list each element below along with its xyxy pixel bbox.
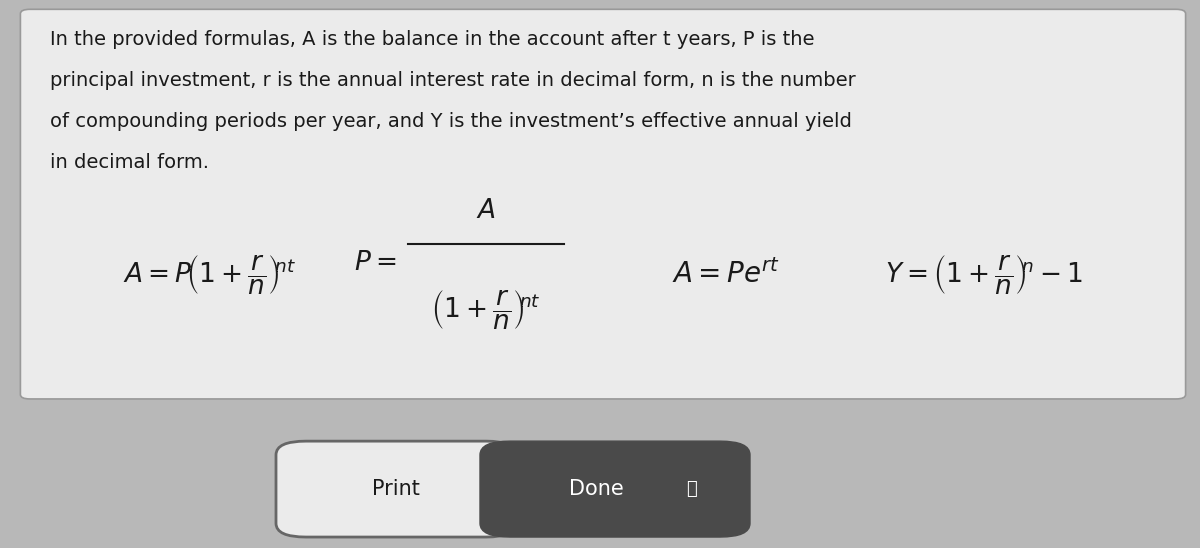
Text: $P =$: $P =$ — [354, 250, 396, 276]
Text: $A$: $A$ — [476, 198, 496, 224]
Text: $Y = \left(1 + \dfrac{r}{n}\right)^{\!\!n} - 1$: $Y = \left(1 + \dfrac{r}{n}\right)^{\!\!… — [886, 253, 1082, 295]
Text: In the provided formulas, A is the balance in the account after t years, P is th: In the provided formulas, A is the balan… — [50, 30, 815, 49]
Text: $A = P\!\left(1 + \dfrac{r}{n}\right)^{\!\!nt}$: $A = P\!\left(1 + \dfrac{r}{n}\right)^{\… — [124, 253, 296, 295]
Text: Print: Print — [372, 479, 420, 499]
FancyBboxPatch shape — [20, 9, 1186, 399]
Text: principal investment, r is the annual interest rate in decimal form, n is the nu: principal investment, r is the annual in… — [50, 71, 856, 90]
Text: $A = Pe^{rt}$: $A = Pe^{rt}$ — [672, 259, 780, 289]
Text: 👇: 👇 — [686, 480, 697, 498]
FancyBboxPatch shape — [480, 441, 750, 537]
FancyBboxPatch shape — [276, 441, 516, 537]
Text: of compounding periods per year, and Y is the investment’s effective annual yiel: of compounding periods per year, and Y i… — [50, 112, 852, 132]
Text: in decimal form.: in decimal form. — [50, 153, 210, 173]
Text: $\left(1 + \dfrac{r}{n}\right)^{\!\!nt}$: $\left(1 + \dfrac{r}{n}\right)^{\!\!nt}$ — [431, 288, 541, 331]
Text: Done: Done — [569, 479, 624, 499]
